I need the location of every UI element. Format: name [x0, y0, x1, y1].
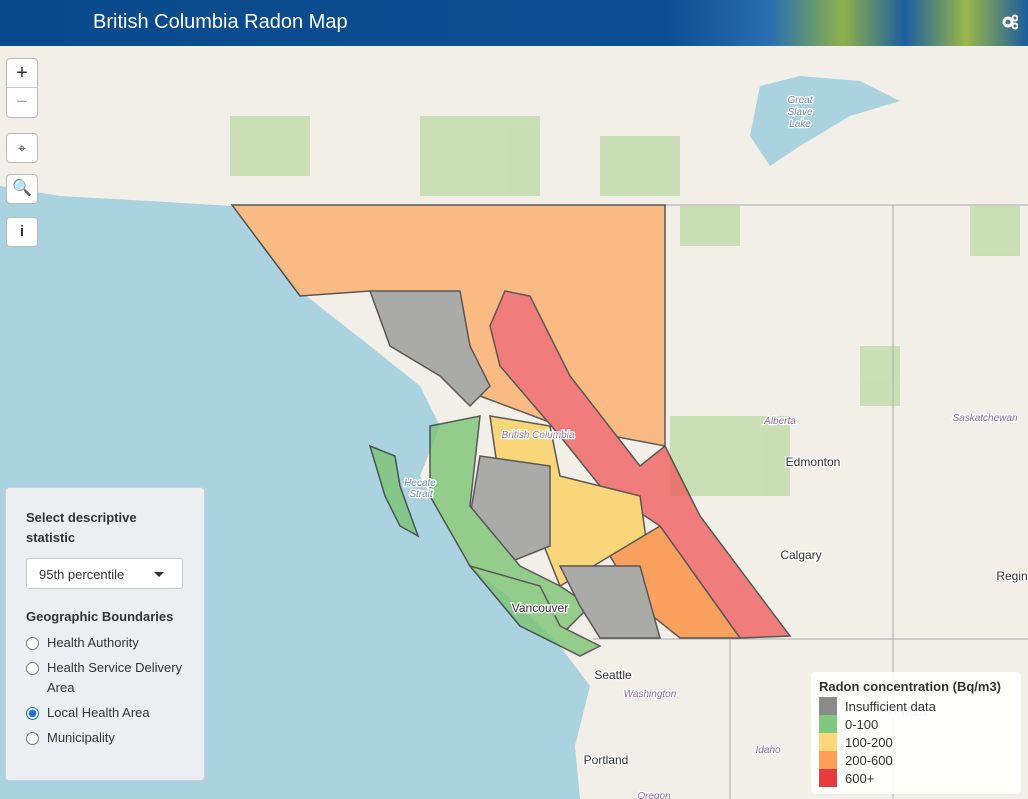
map-label: Lake [789, 119, 811, 130]
map-label: Saskatchewan [952, 413, 1017, 424]
control-panel: Select descriptive statistic 95th percen… [5, 487, 205, 781]
legend: Radon concentration (Bq/m3) Insufficient… [811, 672, 1021, 794]
map-label: Vancouver [512, 601, 568, 615]
zoom-out-button[interactable]: − [7, 87, 37, 116]
locate-button[interactable]: ⌖ [6, 133, 38, 163]
map-label: Portland [584, 753, 629, 767]
map-label: Great [787, 95, 813, 106]
legend-title: Radon concentration (Bq/m3) [819, 679, 1002, 694]
legend-swatch [819, 769, 837, 787]
zoom-control: + − [6, 58, 38, 118]
map-label: Seattle [594, 668, 632, 682]
radio-option[interactable]: Health Authority [26, 633, 184, 653]
map-label: Edmonton [786, 455, 841, 469]
radio-button[interactable] [26, 732, 39, 745]
legend-item: Insufficient data [819, 697, 1021, 715]
map-label: Hecate [404, 478, 436, 489]
legend-swatch [819, 733, 837, 751]
app-title: British Columbia Radon Map [93, 11, 348, 33]
legend-label: Insufficient data [845, 698, 936, 714]
map-label: Washington [624, 689, 677, 700]
radio-label: Local Health Area [47, 705, 150, 720]
statistic-dropdown[interactable]: 95th percentile [26, 558, 183, 589]
map-label: Regin [996, 569, 1027, 583]
legend-swatch [819, 697, 837, 715]
map-label: Slave [787, 107, 812, 118]
map-label: Calgary [780, 548, 821, 562]
map-label: British Columbia [502, 430, 575, 441]
map-label: Idaho [755, 745, 780, 756]
legend-item: 200-600 [819, 751, 1021, 769]
map-label: Alberta [763, 416, 796, 427]
info-button[interactable]: i [6, 217, 38, 247]
radio-label: Health Authority [47, 635, 139, 650]
radio-option[interactable]: Local Health Area [26, 703, 184, 723]
search-button[interactable]: 🔍 [6, 174, 38, 204]
radio-button[interactable] [26, 707, 39, 720]
radio-option[interactable]: Health Service Delivery Area [26, 658, 184, 698]
legend-item: 600+ [819, 769, 1021, 787]
boundaries-label: Geographic Boundaries [26, 609, 174, 624]
radio-button[interactable] [26, 637, 39, 650]
legend-label: 100-200 [845, 734, 893, 750]
legend-label: 200-600 [845, 752, 893, 768]
boundary-options: Health Authority Health Service Delivery … [6, 633, 204, 748]
radio-option[interactable]: Municipality [26, 728, 184, 748]
map-label: Oregon [637, 791, 671, 799]
map-label: Strait [409, 489, 434, 500]
zoom-in-button[interactable]: + [16, 62, 28, 84]
legend-swatch [819, 751, 837, 769]
settings-icon[interactable] [1002, 14, 1018, 30]
radio-label: Health Service Delivery Area [47, 660, 183, 695]
legend-swatch [819, 715, 837, 733]
radio-label: Municipality [47, 730, 115, 745]
legend-item: 100-200 [819, 733, 1021, 751]
legend-label: 0-100 [845, 716, 879, 732]
header: British Columbia Radon Map [0, 0, 1028, 46]
legend-label: 600+ [845, 770, 875, 786]
statistic-label: Select descriptive statistic [26, 510, 137, 545]
legend-item: 0-100 [819, 715, 1021, 733]
radio-button[interactable] [26, 662, 39, 675]
